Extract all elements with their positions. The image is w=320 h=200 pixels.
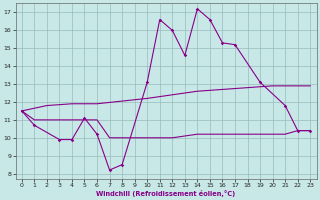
X-axis label: Windchill (Refroidissement éolien,°C): Windchill (Refroidissement éolien,°C) xyxy=(96,190,236,197)
